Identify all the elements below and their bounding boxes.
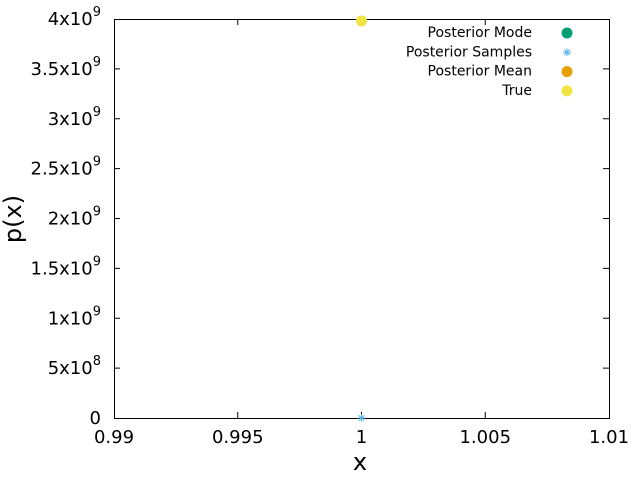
legend-marker: [563, 48, 571, 57]
x-tick-label: 1.01: [589, 427, 629, 448]
y-tick-exponent: 9: [93, 155, 101, 170]
data-points: [356, 15, 367, 422]
y-tick-label: 1.5x109: [31, 254, 101, 279]
y-axis-ticks: 05x1081x1091.5x1092x1092.5x1093x1093.5x1…: [31, 5, 609, 429]
y-tick-exponent: 9: [93, 304, 101, 319]
legend-label: True: [501, 83, 532, 99]
y-tick-exponent: 9: [93, 55, 101, 70]
legend-label: Posterior Samples: [406, 44, 532, 60]
y-tick-mantissa: 3x10: [48, 109, 93, 130]
data-point: [357, 414, 366, 422]
y-tick-label: 1x109: [48, 304, 101, 329]
x-axis-ticks: 0.99 0.995 1 1.005 1.01: [94, 19, 629, 448]
y-tick-mantissa: 0: [90, 408, 101, 429]
y-tick-exponent: 9: [93, 254, 101, 269]
y-tick-label: 2.5x109: [31, 155, 101, 180]
y-tick-mantissa: 2.5x10: [31, 159, 93, 180]
legend-marker: [561, 66, 573, 78]
y-tick-label: 2x109: [48, 205, 101, 230]
x-tick-label: 0.99: [94, 427, 134, 448]
y-tick-exponent: 9: [93, 205, 101, 220]
y-tick-mantissa: 4x10: [48, 9, 93, 30]
y-tick-label: 3x109: [48, 105, 101, 130]
y-tick-exponent: 9: [93, 5, 101, 20]
legend-label: Posterior Mean: [428, 64, 532, 80]
y-tick-mantissa: 3.5x10: [31, 59, 93, 80]
x-axis-label: x: [353, 448, 367, 476]
x-tick-label: 1.005: [459, 427, 511, 448]
legend-marker: [561, 27, 573, 39]
y-tick-mantissa: 2x10: [48, 209, 93, 230]
y-tick-label: 4x109: [48, 5, 101, 30]
y-tick-label: 0: [90, 408, 101, 429]
legend-label: Posterior Mode: [428, 25, 532, 41]
legend-marker: [561, 85, 573, 97]
plot-area-frame: [114, 19, 610, 419]
y-axis-label: p(x): [0, 195, 27, 243]
y-tick-mantissa: 1.5x10: [31, 258, 93, 279]
y-tick-label: 5x108: [48, 354, 101, 379]
x-tick-label: 0.995: [212, 427, 264, 448]
x-tick-label: 1: [356, 427, 367, 448]
data-point: [356, 15, 367, 27]
legend: Posterior Mode Posterior Samples Posterior…: [406, 25, 573, 99]
y-tick-exponent: 9: [93, 105, 101, 120]
y-tick-exponent: 8: [93, 354, 101, 369]
y-tick-mantissa: 5x10: [48, 358, 93, 379]
y-tick-mantissa: 1x10: [48, 308, 93, 329]
y-tick-label: 3.5x109: [31, 55, 101, 80]
